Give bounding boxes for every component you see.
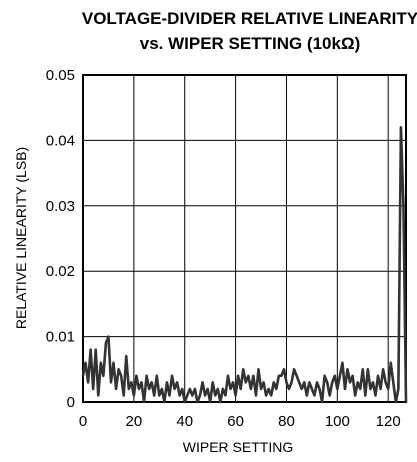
grid <box>83 75 406 402</box>
x-tick-label: 80 <box>278 413 295 430</box>
y-tick-label: 0 <box>67 394 75 411</box>
x-tick-label: 100 <box>325 413 350 430</box>
x-tick-label: 40 <box>176 413 193 430</box>
x-axis-ticks: 0 20 40 60 80 100 120 <box>79 413 401 430</box>
y-tick-label: 0.01 <box>46 329 75 346</box>
x-tick-label: 120 <box>376 413 401 430</box>
data-series <box>81 126 408 404</box>
y-tick-label: 0.05 <box>46 67 75 84</box>
x-tick-label: 0 <box>79 413 87 430</box>
x-axis-label: WIPER SETTING <box>183 439 293 455</box>
chart-title-line1: VOLTAGE-DIVIDER RELATIVE LINEARITY <box>82 9 417 28</box>
y-tick-label: 0.04 <box>46 132 75 149</box>
y-axis-label: RELATIVE LINEARITY (LSB) <box>13 147 29 329</box>
plot-frame <box>82 74 407 403</box>
y-tick-label: 0.02 <box>46 263 75 280</box>
x-tick-label: 60 <box>227 413 244 430</box>
y-axis-ticks: 0 0.01 0.02 0.03 0.04 0.05 <box>46 67 75 411</box>
chart-title-line2: vs. WIPER SETTING (10kΩ) <box>140 34 361 53</box>
series-line-0 <box>81 126 408 404</box>
x-tick-label: 20 <box>126 413 143 430</box>
plot-border <box>82 74 407 403</box>
y-tick-label: 0.03 <box>46 198 75 215</box>
